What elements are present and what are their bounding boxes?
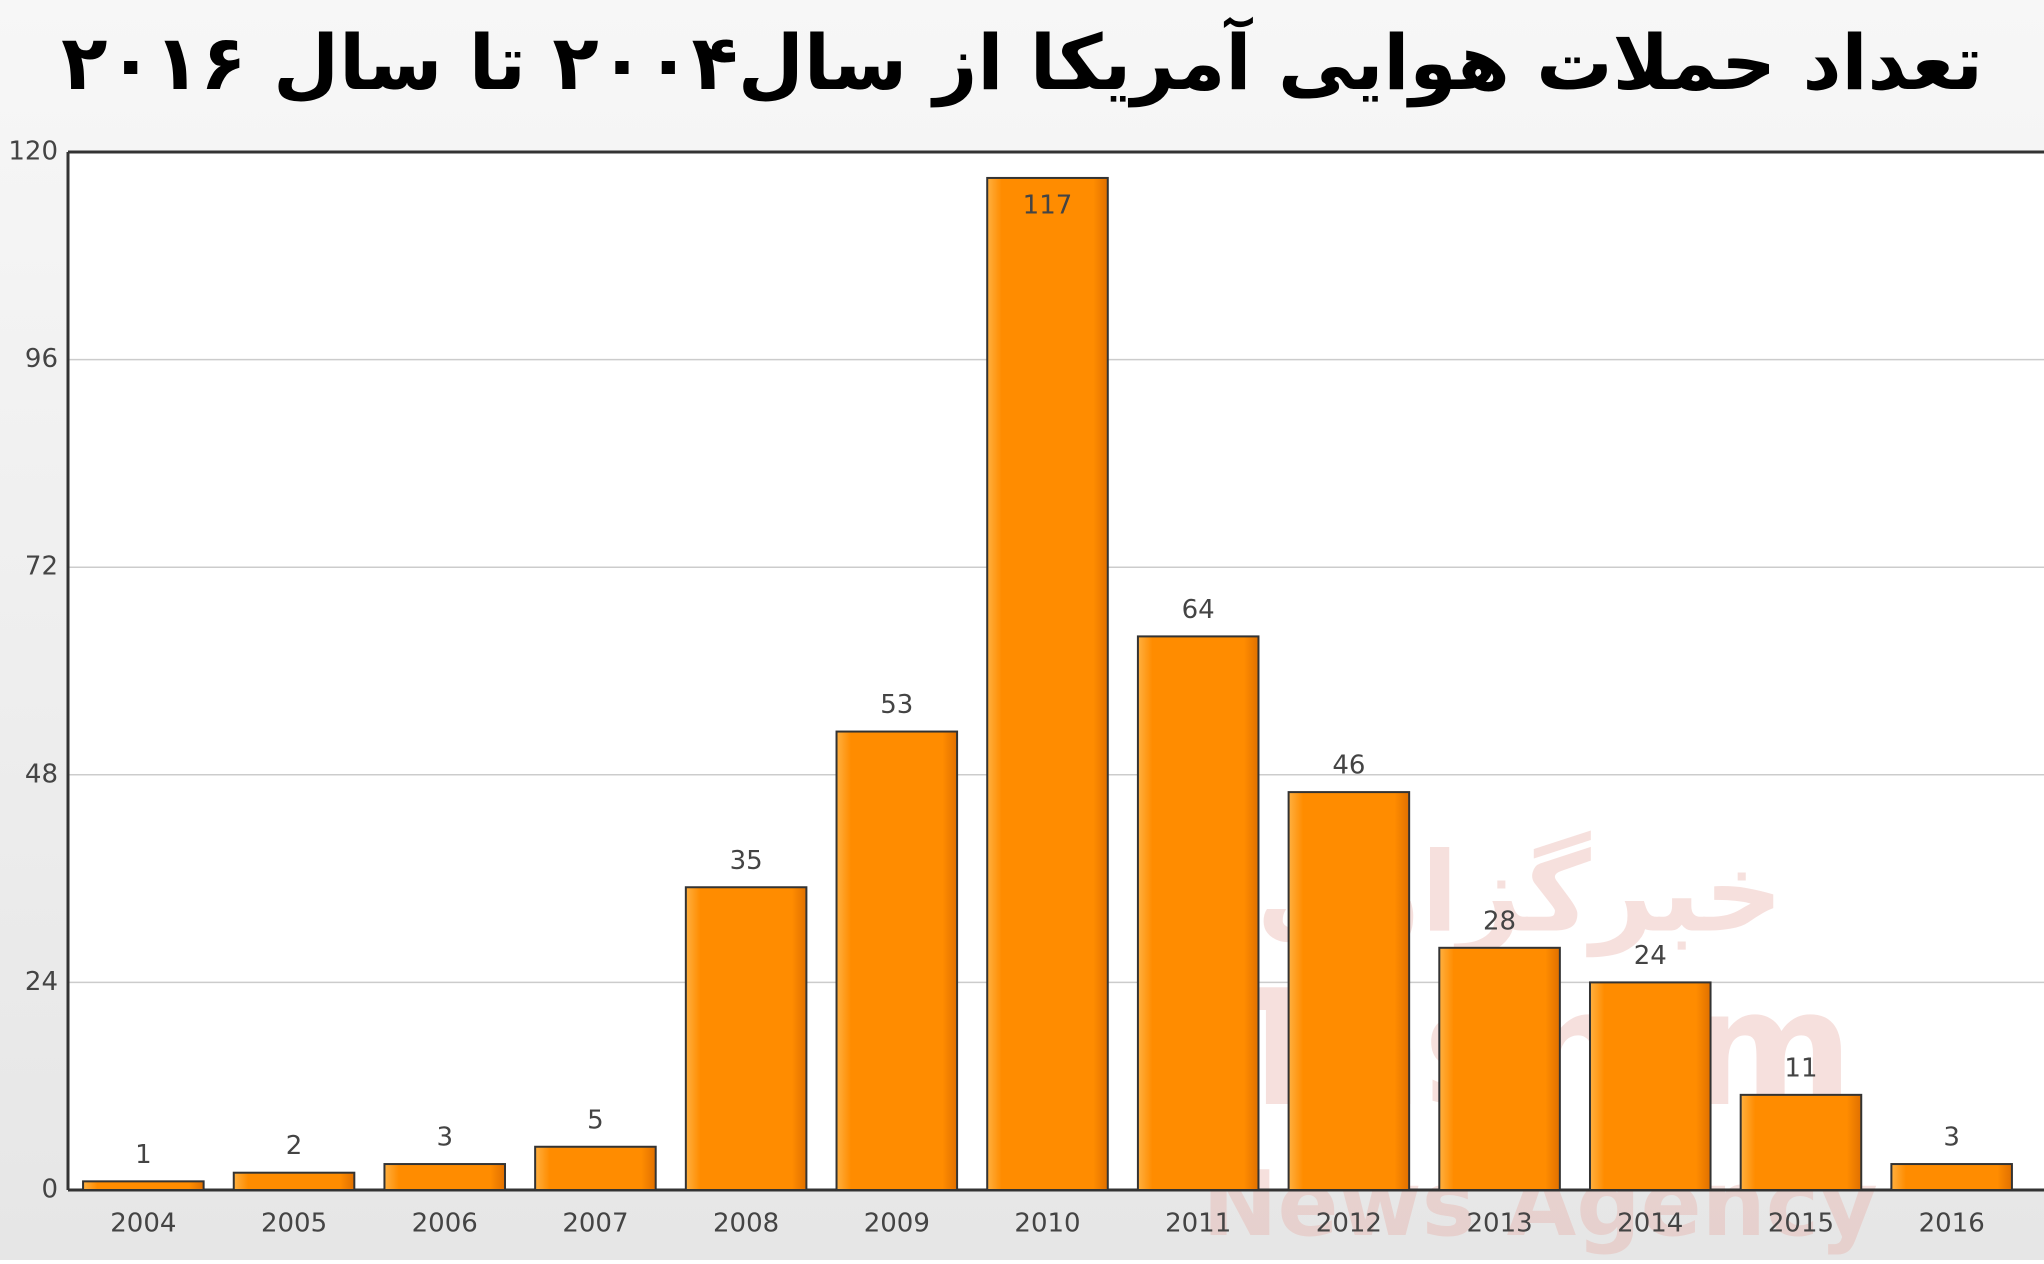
y-tick-label: 72 [25,552,58,582]
value-label: 1 [135,1140,152,1170]
x-tick-label: 2009 [864,1209,930,1239]
x-tick-label: 2004 [110,1209,176,1239]
x-tick-label: 2012 [1316,1209,1382,1239]
x-tick-label: 2011 [1165,1209,1231,1239]
bar [1287,791,1411,1191]
value-label: 11 [1784,1053,1817,1083]
bar [534,1145,657,1191]
x-tick-label: 2010 [1014,1209,1080,1239]
value-label: 24 [1634,941,1667,971]
value-label: 3 [436,1123,453,1153]
y-tick-label: 48 [25,759,58,789]
value-label: 28 [1483,906,1516,936]
y-tick-label: 120 [8,137,58,167]
value-label: 64 [1182,595,1215,625]
x-tick-label: 2008 [713,1209,779,1239]
value-label: 2 [286,1131,303,1161]
chart-title: تعداد حملات هوایی آمریکا از سال۲۰۰۴ تا س… [61,16,1983,108]
bar [82,1180,205,1191]
y-tick-label: 0 [41,1175,58,1205]
bar [986,176,1109,1191]
value-label: 3 [1943,1123,1960,1153]
x-tick-label: 2013 [1466,1209,1532,1239]
y-tick-label: 96 [25,344,58,374]
x-tick-label: 2007 [562,1209,628,1239]
value-label: 46 [1332,751,1365,781]
x-tick-label: 2014 [1617,1209,1683,1239]
value-label: 5 [587,1105,604,1135]
x-tick-label: 2015 [1768,1209,1834,1239]
bar [684,886,808,1191]
x-tick-label: 2006 [412,1209,478,1239]
bar [383,1163,507,1192]
bar [232,1171,356,1191]
value-label: 117 [1023,190,1073,220]
x-tick-label: 2016 [1919,1209,1985,1239]
bar [1588,981,1712,1192]
y-tick-label: 24 [25,967,58,997]
x-tick-label: 2005 [261,1209,327,1239]
bar [1890,1163,2013,1192]
bar [1739,1093,1863,1191]
bar [1136,635,1260,1191]
bar [1438,946,1561,1191]
value-label: 53 [880,690,913,720]
bar [835,730,959,1191]
value-label: 35 [730,846,763,876]
